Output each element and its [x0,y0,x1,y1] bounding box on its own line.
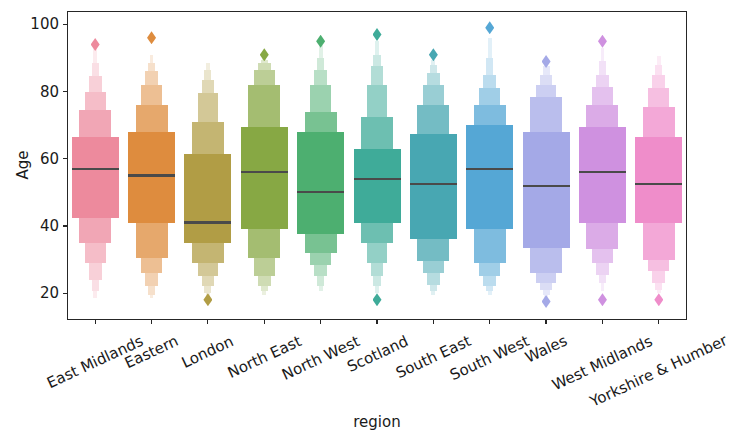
boxen-box [354,149,401,223]
boxen-box [410,134,457,240]
median-line [466,168,513,170]
x-tick-mark [207,320,208,324]
median-line [241,171,288,173]
median-line [579,171,626,173]
median-line [635,183,682,185]
median-line [410,183,457,185]
x-tick-mark [376,320,377,324]
boxen-box [523,132,570,248]
x-tick-mark [320,320,321,324]
boxen-box [184,154,231,243]
y-tick-mark [63,293,67,294]
y-tick-label: 60 [15,150,59,168]
x-tick-mark [489,320,490,324]
y-tick-label: 100 [15,15,59,33]
y-tick-mark [63,225,67,226]
x-tick-label: Wales [522,332,570,367]
boxenplot-figure: Age region 20406080100East MidlandsEaste… [0,0,731,439]
median-line [128,174,175,176]
y-tick-mark [63,91,67,92]
boxen-box [128,132,175,223]
x-tick-mark [658,320,659,324]
x-tick-mark [433,320,434,324]
median-line [354,178,401,180]
boxen-box [241,127,288,229]
y-tick-label: 20 [15,284,59,302]
x-tick-label: Yorkshire & Humber [588,332,731,411]
x-tick-mark [151,320,152,324]
boxen-box [72,137,119,218]
y-tick-mark [63,158,67,159]
y-tick-label: 40 [15,217,59,235]
median-line [523,185,570,187]
median-line [184,221,231,223]
median-line [297,191,344,193]
x-tick-mark [264,320,265,324]
median-line [72,168,119,170]
boxen-box [466,125,513,229]
x-axis-title: region [353,413,400,431]
boxen-box [297,132,344,234]
y-tick-mark [63,24,67,25]
boxen-box [635,137,682,223]
x-tick-mark [602,320,603,324]
x-tick-mark [545,320,546,324]
y-tick-label: 80 [15,83,59,101]
boxen-box [579,127,626,223]
x-tick-mark [95,320,96,324]
